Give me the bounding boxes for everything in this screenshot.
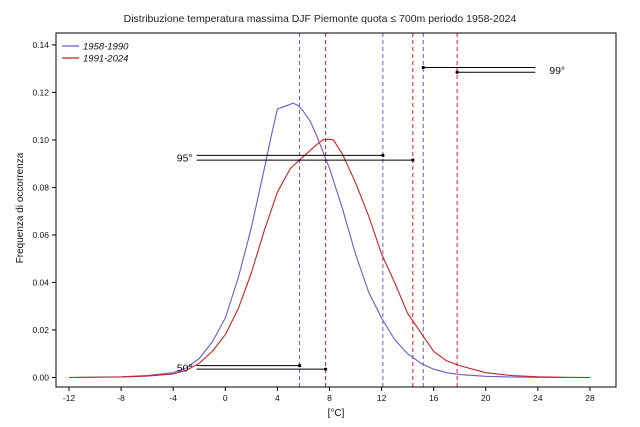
annotation-arrow-tip-0-0	[297, 364, 302, 368]
y-ticks: 0.00 0.02 0.04 0.06 0.08 0.10 0.12 0.14	[32, 40, 56, 382]
annotation-arrow-tip-0-1	[323, 367, 328, 371]
y-tick-label: 0.00	[32, 372, 49, 382]
x-ticks: -12 -8 -4 0 4 8 12 16 20 24 28	[63, 387, 595, 403]
series-lines	[68, 102, 591, 379]
legend: 1958-1990 1991-2024	[62, 42, 129, 65]
annotation-arrow-tip-1-1	[411, 158, 415, 162]
y-tick-label: 0.04	[32, 277, 49, 287]
x-tick-label: 24	[533, 393, 543, 403]
annotation-label: 50°	[177, 362, 193, 374]
x-tick-label: -8	[117, 393, 125, 403]
y-tick-label: 0.10	[32, 135, 49, 145]
percentile-lines	[299, 33, 458, 387]
y-tick-label: 0.12	[32, 87, 49, 97]
x-tick-label: 28	[585, 393, 595, 403]
annotation-label: 95°	[177, 153, 193, 165]
x-tick-label: 0	[223, 393, 228, 403]
y-tick-label: 0.02	[32, 325, 49, 335]
x-tick-label: 8	[327, 393, 332, 403]
series-line-1991-2024	[68, 138, 591, 379]
x-tick-label: 12	[377, 393, 387, 403]
x-axis-label: [°C]	[328, 408, 345, 419]
annotations: 50° 95° 99°	[177, 65, 565, 375]
y-tick-label: 0.14	[32, 40, 49, 50]
chart-title: Distribuzione temperatura massima DJF Pi…	[124, 13, 517, 25]
annotation-arrow-tip-2-0	[421, 65, 425, 70]
legend-label-1958-1990: 1958-1990	[83, 42, 129, 53]
plot-frame	[55, 32, 617, 388]
x-tick-label: -12	[63, 393, 76, 403]
x-tick-label: 20	[481, 393, 491, 403]
y-tick-label: 0.06	[32, 230, 49, 240]
annotation-arrow-tip-1-0	[381, 153, 385, 157]
series-line-1958-1990	[68, 102, 590, 379]
legend-label-1991-2024: 1991-2024	[83, 54, 128, 65]
y-tick-label: 0.08	[32, 182, 49, 192]
x-tick-label: 16	[429, 393, 439, 403]
annotation-arrow-tip-2-1	[455, 70, 459, 74]
y-axis-label: Frequenza di occorrenza	[15, 152, 26, 263]
x-tick-label: -4	[169, 393, 177, 403]
x-tick-label: 4	[275, 393, 280, 403]
annotation-label: 99°	[549, 65, 565, 77]
